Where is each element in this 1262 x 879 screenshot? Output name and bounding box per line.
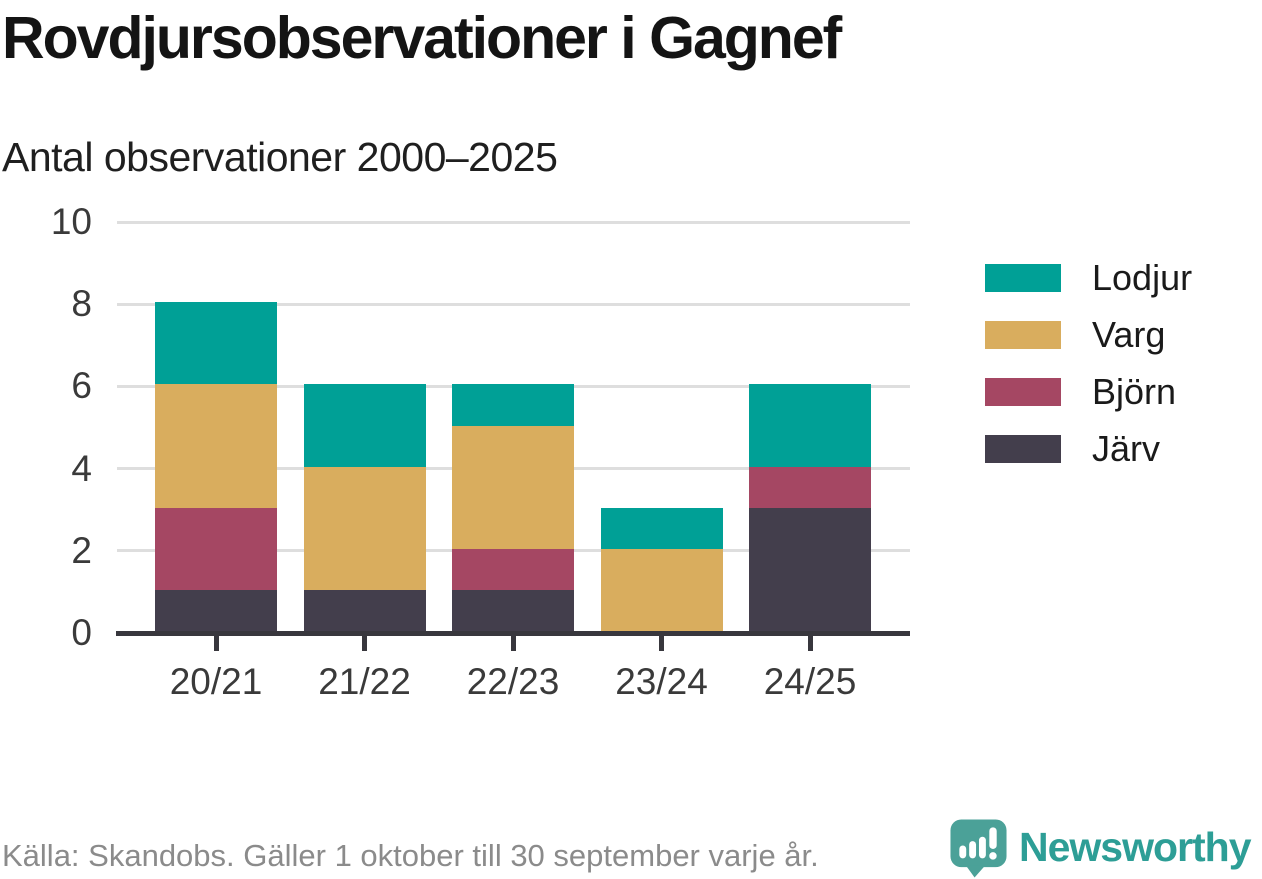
x-axis-tick-20/21 [213, 636, 219, 651]
legend-swatch-varg [985, 321, 1061, 349]
x-axis-tick-22/23 [510, 636, 516, 651]
legend-swatch-lodjur [985, 264, 1061, 292]
bar-segment-järv-22/23 [452, 589, 574, 631]
bar-segment-björn-24/25 [749, 466, 871, 508]
bar-segment-lodjur-22/23 [452, 384, 574, 426]
bar-22/23 [452, 384, 574, 631]
x-axis-label-21/22: 21/22 [318, 661, 411, 702]
bar-segment-järv-20/21 [155, 589, 277, 631]
legend-label-björn: Björn [1092, 371, 1177, 412]
x-axis-tick-21/22 [362, 636, 367, 651]
legend-swatch-björn [985, 378, 1061, 406]
x-axis-label-23/24: 23/24 [615, 661, 708, 702]
bar-segment-varg-23/24 [600, 548, 723, 631]
bar-segment-lodjur-23/24 [600, 507, 723, 549]
legend-label-järv: Järv [1092, 428, 1161, 469]
gridline-y10 [117, 220, 910, 224]
y-axis-label-6: 6 [71, 365, 92, 407]
y-axis-label-4: 4 [71, 447, 92, 489]
bar-segment-lodjur-20/21 [155, 302, 277, 385]
legend-label-varg: Varg [1092, 314, 1166, 355]
bar-21/22 [303, 384, 426, 631]
x-axis-label-22/23: 22/23 [466, 661, 560, 702]
bar-segment-järv-24/25 [749, 507, 871, 631]
y-axis-label-10: 10 [50, 201, 92, 242]
chart-subtitle: Antal observationer 2000–2025 [2, 134, 558, 180]
chart-title: Rovdjursobservationer i Gagnef [2, 5, 842, 71]
x-axis-tick-23/24 [659, 636, 664, 651]
bar-segment-lodjur-24/25 [749, 384, 871, 467]
x-axis-label-20/21: 20/21 [169, 661, 263, 702]
bar-segment-varg-20/21 [155, 384, 277, 508]
gridline-y8 [117, 302, 910, 306]
legend-swatch-järv [985, 435, 1061, 463]
legend-item-björn: Björn [985, 371, 1192, 412]
bar-23/24 [600, 507, 723, 631]
y-axis-label-0: 0 [71, 612, 92, 653]
x-axis-line [116, 631, 910, 636]
bar-segment-järv-21/22 [303, 589, 426, 631]
newsworthy-brand-link[interactable]: Newsworthy [949, 817, 1251, 878]
bar-segment-varg-22/23 [452, 425, 574, 549]
x-axis-label-24/25: 24/25 [763, 661, 857, 702]
bar-20/21 [155, 302, 277, 631]
source-note: Källa: Skandobs. Gäller 1 oktober till 3… [2, 838, 819, 873]
bar-segment-varg-21/22 [303, 466, 426, 590]
legend: Lodjur Varg Björn Järv [985, 257, 1192, 469]
plot-area [116, 220, 910, 651]
bar-segment-lodjur-21/22 [303, 384, 426, 467]
bar-segment-björn-20/21 [155, 507, 277, 590]
y-axis-label-8: 8 [71, 283, 92, 325]
newsworthy-brand-name: Newsworthy [1019, 824, 1251, 870]
newsworthy-logo-icon [949, 818, 1008, 878]
legend-label-lodjur: Lodjur [1092, 257, 1193, 298]
bar-segment-björn-22/23 [452, 548, 574, 590]
bar-24/25 [749, 384, 871, 631]
x-axis-tick-24/25 [807, 636, 813, 651]
legend-item-järv: Järv [985, 428, 1192, 469]
legend-item-varg: Varg [985, 314, 1192, 355]
legend-item-lodjur: Lodjur [985, 257, 1192, 298]
y-axis-label-2: 2 [71, 529, 92, 571]
